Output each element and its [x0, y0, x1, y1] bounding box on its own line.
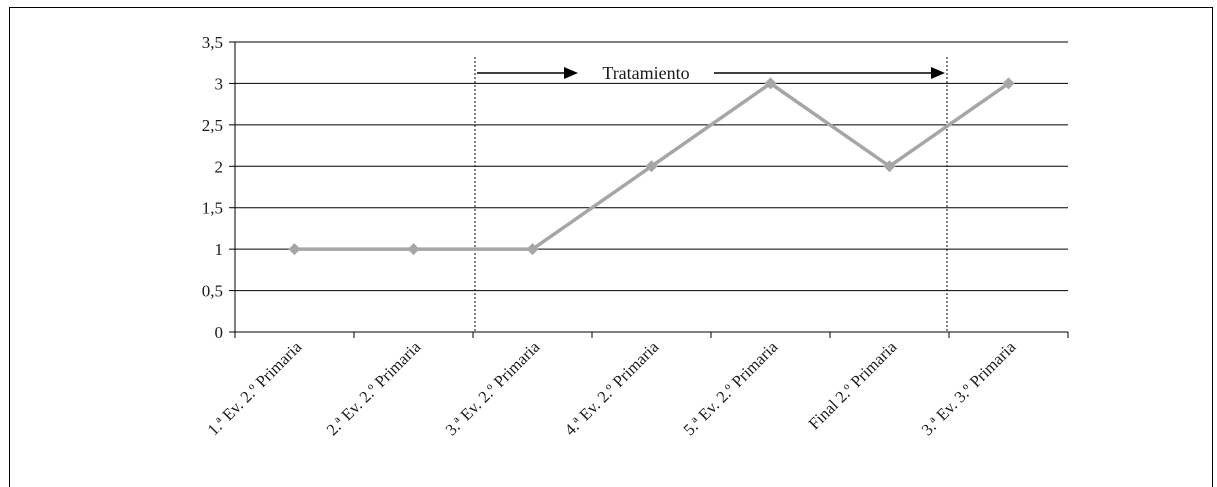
y-tick-labels: 0 0,5 1 1,5 2 2,5 3 3,5	[202, 33, 223, 342]
arrow-head	[931, 67, 945, 79]
y-tick-label: 1,5	[202, 199, 223, 218]
y-tick-label: 2,5	[202, 116, 223, 135]
x-tick-label: 4.ª Ev. 2.º Primaria	[561, 337, 663, 439]
series	[288, 77, 1015, 256]
chart-frame	[9, 7, 1213, 487]
x-tick-labels: 1.ª Ev. 2.º Primaria 2.ª Ev. 2.º Primaria…	[204, 337, 1020, 439]
y-tick-label: 2	[215, 157, 224, 176]
data-point	[288, 243, 301, 256]
data-point	[883, 160, 896, 173]
data-point	[645, 160, 658, 173]
y-tick-label: 3	[215, 74, 224, 93]
x-tick-label: 2.ª Ev. 2.º Primaria	[323, 337, 425, 439]
x-tick-label: Final 2.º Primaria	[805, 337, 901, 433]
y-tick-label: 0,5	[202, 282, 223, 301]
y-tick-label: 0	[215, 323, 224, 342]
x-tick-label: 3.ª Ev. 2.º Primaria	[442, 337, 544, 439]
x-tick-label: 3.ª Ev. 3.º Primaria	[918, 337, 1020, 439]
data-point	[1002, 77, 1015, 90]
treatment-label: Tratamiento	[602, 63, 689, 83]
axes	[229, 41, 1069, 338]
treatment-phase: Tratamiento	[474, 57, 948, 332]
data-point	[526, 243, 539, 256]
data-point	[407, 243, 420, 256]
y-tick-label: 1	[215, 240, 224, 259]
arrow-head	[564, 67, 578, 79]
x-tick-label: 5.ª Ev. 2.º Primaria	[680, 337, 782, 439]
y-tick-label: 3,5	[202, 33, 223, 52]
x-tick-label: 1.ª Ev. 2.º Primaria	[204, 337, 306, 439]
data-point	[764, 77, 777, 90]
